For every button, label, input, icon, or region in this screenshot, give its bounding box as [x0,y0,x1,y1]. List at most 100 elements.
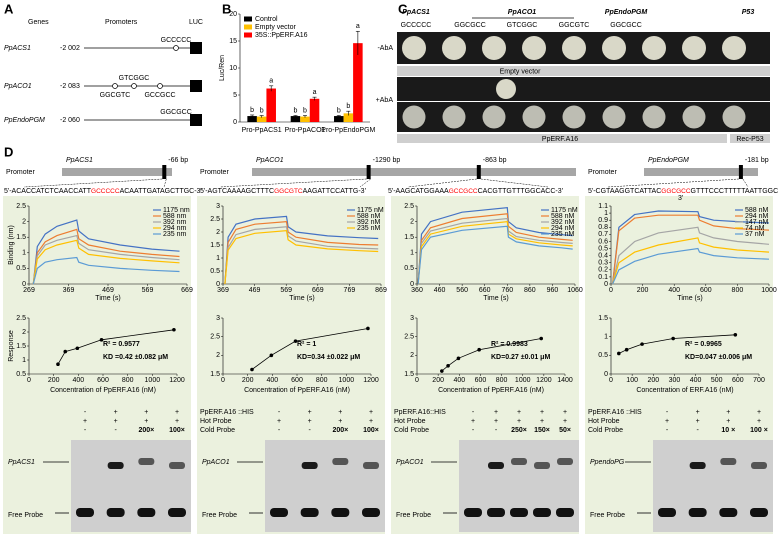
sequence-flank: 5'-AAGCATGGAAA [388,188,449,195]
promoter-label: Promoter [200,169,229,176]
colony [442,105,466,129]
emsa-cell: + [369,409,373,416]
x-tick-label: 869 [375,287,387,294]
motif-site [112,83,118,89]
free-probe-band [510,508,528,517]
x-tick-label: 1200 [363,377,379,384]
emsa-cell: - [278,409,281,416]
free-probe-band [270,508,288,517]
column-header: Genes [28,19,49,26]
x-tick-label: Pro-PpACS1 [242,127,282,134]
y-tick-label: 0 [410,281,414,288]
y-tick-label: 0 [233,119,237,126]
free-probe-band [533,508,551,517]
colony [602,105,626,129]
gene-name: PpACS1 [4,45,31,52]
free-probe-band [362,508,380,517]
y-tick-label: 2 [410,352,414,359]
x-tick-label: 400 [266,377,278,384]
emsa-row-label: PpERF.A16 ::HIS [200,409,254,416]
free-probe-band [556,508,574,517]
emsa-cell: + [726,418,730,425]
sequence-flank: 5'-AGTCAAAAGCTTTC [200,188,274,195]
x-tick-label: 800 [122,377,134,384]
significance-letter: b [337,107,341,114]
legend-label: 1175 nM [551,207,578,214]
annotation: R² = 0.9983 [491,341,528,348]
colony [442,36,466,60]
y-tick-label: 0 [604,371,608,378]
free-probe-band [168,508,186,517]
y-tick-label: 2 [22,329,26,336]
x-tick-label: 1060 [567,287,583,294]
data-point [293,339,298,343]
sequence-flank: 5'-CGTAAGGTCATTAC [588,188,661,195]
y-tick-label: 15 [229,38,237,45]
x-tick-label: 669 [181,287,193,294]
emsa-cell: + [540,418,544,425]
x-tick-label: 360 [411,287,423,294]
free-probe-band [300,508,319,517]
emsa-cell: + [494,409,498,416]
colony [682,36,706,60]
annotation: KD=0.047 ±0.006 μM [685,354,752,361]
sensorgram-line [612,226,770,285]
significance-letter: a [313,89,317,96]
x-tick-label: 600 [97,377,109,384]
legend-label: 294 nM [551,225,575,232]
y-tick-label: 0.3 [598,260,608,267]
x-tick-label: 769 [344,287,356,294]
legend-label: 74 nM [745,225,765,232]
emsa-cell: + [114,418,118,425]
emsa-cell: 200× [332,427,348,434]
shifted-band [169,462,185,469]
x-tick-label: 600 [475,377,487,384]
x-tick-label: 660 [479,287,491,294]
bar [353,43,363,122]
x-tick-label: 560 [456,287,468,294]
data-point [99,338,104,342]
emsa-cell: + [665,418,669,425]
x-tick-label: 0 [609,287,613,294]
emsa-row-label: Hot Probe [200,418,232,425]
motif-label: GGCGCC [160,109,192,116]
sensorgram-line [612,210,770,285]
motif-label: GCCCCC [401,22,432,29]
y-tick-label: 10 [229,65,237,72]
x-tick-label: 0 [27,377,31,384]
legend-label: 147 nM [745,219,769,226]
label-band [397,66,770,76]
x-axis-label: Concentration of ERF.A16 (nM) [636,387,733,394]
emsa-cell: 250× [511,427,527,434]
emsa-cell: 100 × [750,427,768,434]
emsa-cell: + [144,418,148,425]
colony [402,36,426,60]
data-point [75,346,80,351]
significance-letter: b [346,103,350,110]
x-tick-label: 200 [647,377,659,384]
y-axis-label: Response [8,330,15,362]
empty-vector-label: Empty vector [500,68,542,75]
free-probe-band [331,508,350,517]
x-tick-label: 600 [732,377,744,384]
x-tick-label: 460 [434,287,446,294]
annotation: R² = 1 [297,341,316,348]
dash [407,178,477,188]
y-tick-label: 0.5 [16,371,26,378]
band-label: PpendoPG [590,459,625,466]
dash [163,178,167,188]
y-tick-label: 0 [216,281,220,288]
y-tick-label: 0.9 [598,217,608,224]
x-axis-label: Concentration of PpERF.A16 (nM) [50,387,156,394]
annotation: R² = 0.9965 [685,341,722,348]
sequence-motif: GGCGTC [274,188,303,195]
x-axis-label: Time (s) [677,295,702,302]
emsa-row-label: Cold Probe [394,427,429,434]
sequence-flank: AAGATTCCATTG-3' [303,188,366,195]
x-tick-label: 600 [700,287,712,294]
data-point [63,349,68,354]
x-tick-label: Pro-PpEndoPGM [321,127,375,134]
data-point [269,353,274,358]
y-tick-label: 0.1 [598,274,608,281]
